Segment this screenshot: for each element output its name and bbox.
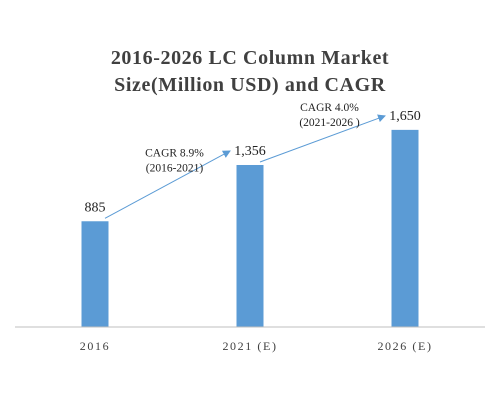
x-tick-label-0: 2016 (80, 339, 110, 353)
chart-title-line-1: 2016-2026 LC Column Market (111, 47, 389, 69)
value-labels-group: 885 1,356 1,650 (85, 109, 421, 215)
cagr-period-1: (2021-2026 ) (299, 117, 360, 129)
bars-group (81, 129, 419, 327)
bar-2 (391, 129, 419, 327)
cagr-annotations-group: CAGR 8.9% (2016-2021) CAGR 4.0% (2021-2026 … (104, 102, 386, 219)
bar-0 (81, 221, 109, 327)
x-tick-label-2: 2026 (E) (377, 339, 432, 353)
chart-title-line-2: Size(Million USD) and CAGR (114, 74, 386, 96)
cagr-label-0: CAGR 8.9% (145, 148, 204, 160)
value-label-2: 1,650 (389, 109, 421, 124)
x-tick-label-1: 2021 (E) (222, 339, 277, 353)
cagr-label-1: CAGR 4.0% (300, 102, 359, 114)
cagr-arrow-1 (259, 114, 386, 163)
bar-1 (236, 164, 264, 327)
value-label-0: 885 (85, 200, 106, 215)
cagr-period-0: (2016-2021) (146, 163, 204, 175)
value-label-1: 1,356 (234, 144, 266, 159)
x-tick-labels-group: 2016 2021 (E) 2026 (E) (80, 339, 432, 353)
cagr-arrow-0 (104, 150, 231, 219)
